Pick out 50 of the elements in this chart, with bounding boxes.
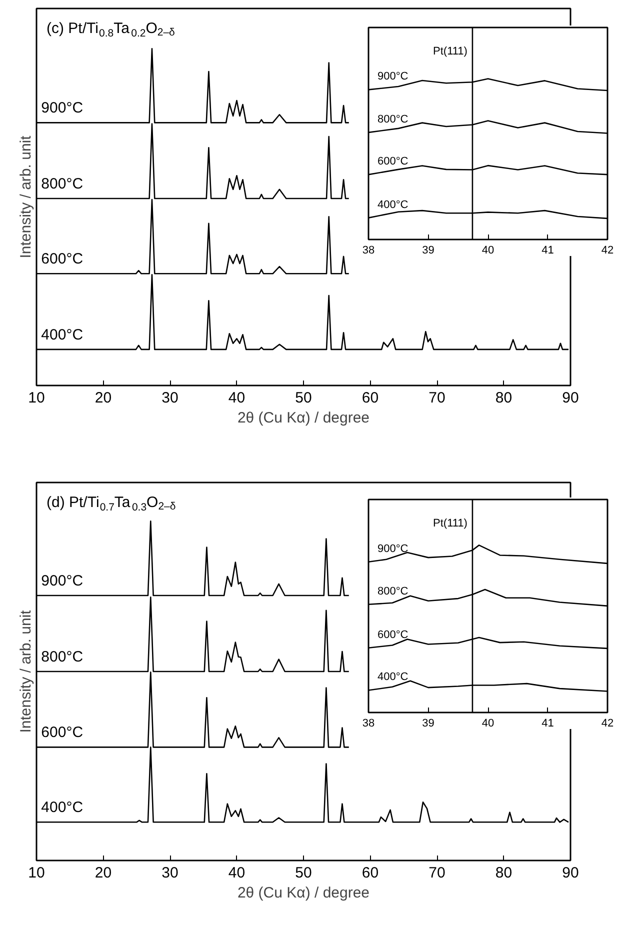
y-axis-title: Intensity / arb. unit bbox=[18, 609, 34, 733]
x-tick-label: 40 bbox=[482, 718, 494, 730]
series-label: 900°C bbox=[41, 100, 84, 117]
x-tick-label: 90 bbox=[562, 390, 579, 406]
series-label: 600°C bbox=[377, 628, 408, 641]
x-tick-label: 40 bbox=[228, 390, 246, 406]
x-tick-label: 38 bbox=[362, 718, 375, 730]
x-tick-label: 40 bbox=[228, 864, 246, 882]
ref-line-label: Pt(111) bbox=[433, 518, 468, 530]
x-tick-label: 42 bbox=[601, 244, 614, 256]
series-label: 900°C bbox=[377, 70, 408, 83]
series-label: 400°C bbox=[377, 198, 408, 211]
x-tick-label: 20 bbox=[94, 390, 112, 406]
series-label: 800°C bbox=[377, 113, 408, 126]
y-axis-title: Intensity / arb. unit bbox=[18, 134, 34, 258]
series-label: 800°C bbox=[377, 585, 408, 598]
x-tick-label: 39 bbox=[422, 718, 434, 730]
series-label: 800°C bbox=[41, 176, 84, 193]
x-tick-label: 10 bbox=[28, 864, 45, 882]
x-axis-title: 2θ (Cu Kα) / degree bbox=[237, 884, 370, 902]
x-tick-label: 60 bbox=[362, 390, 379, 406]
x-tick-label: 70 bbox=[428, 390, 446, 406]
x-tick-label: 50 bbox=[295, 864, 312, 882]
x-tick-label: 40 bbox=[482, 244, 494, 256]
x-tick-label: 38 bbox=[362, 244, 375, 256]
x-tick-label: 80 bbox=[495, 864, 512, 882]
x-axis-title: 2θ (Cu Kα) / degree bbox=[237, 410, 370, 426]
x-tick-label: 42 bbox=[601, 718, 614, 730]
x-tick-label: 80 bbox=[495, 390, 512, 406]
series-label: 800°C bbox=[41, 648, 84, 666]
x-tick-label: 30 bbox=[162, 864, 178, 882]
x-tick-label: 50 bbox=[295, 390, 312, 406]
series-label: 900°C bbox=[377, 542, 408, 555]
series-label: 400°C bbox=[377, 671, 408, 684]
x-tick-label: 70 bbox=[428, 864, 446, 882]
series-label: 400°C bbox=[41, 799, 84, 816]
series-label: 600°C bbox=[41, 724, 84, 742]
x-tick-label: 60 bbox=[362, 864, 379, 882]
ref-line-label: Pt(111) bbox=[433, 46, 468, 58]
x-tick-label: 20 bbox=[94, 864, 112, 882]
series-label: 400°C bbox=[41, 326, 84, 344]
x-tick-label: 10 bbox=[28, 390, 45, 406]
x-tick-label: 30 bbox=[162, 390, 178, 406]
x-tick-label: 41 bbox=[542, 244, 554, 256]
series-label: 600°C bbox=[41, 250, 84, 268]
series-label: 900°C bbox=[41, 572, 84, 590]
x-tick-label: 90 bbox=[562, 864, 579, 882]
x-tick-label: 39 bbox=[422, 244, 434, 256]
series-label: 600°C bbox=[377, 156, 408, 168]
x-tick-label: 41 bbox=[542, 718, 554, 730]
